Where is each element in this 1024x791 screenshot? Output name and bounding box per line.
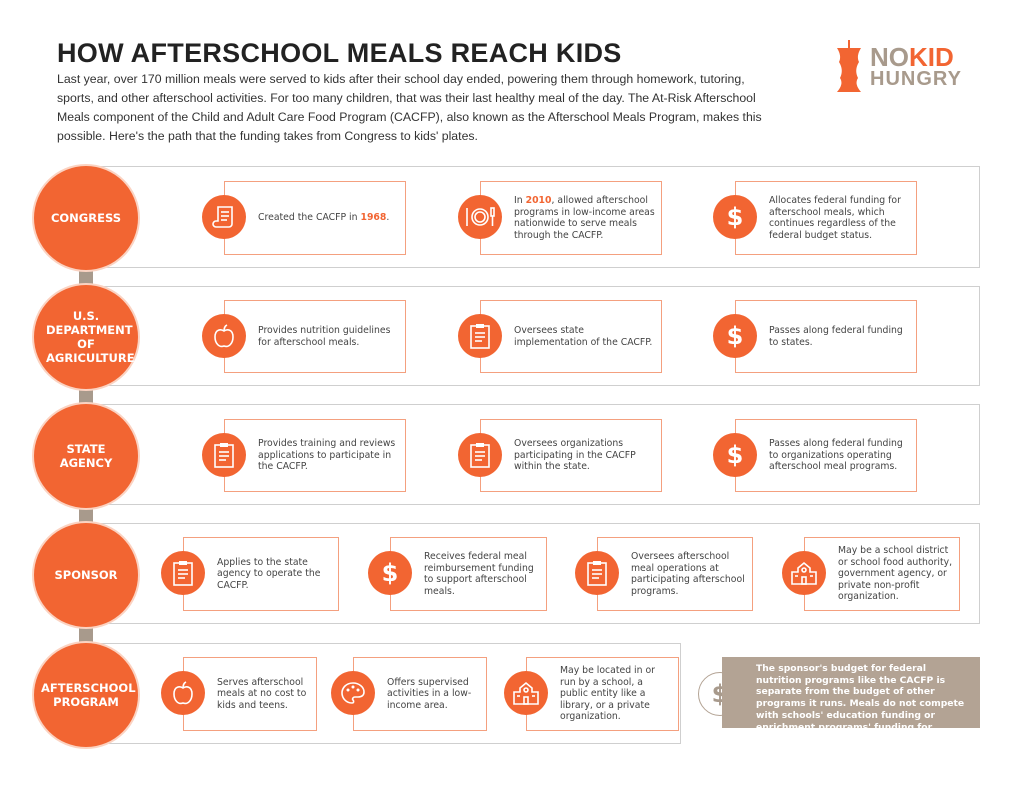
card-text: Offers supervised activities in a low-in…: [387, 658, 480, 730]
card-text: Provides nutrition guidelines for afters…: [258, 301, 399, 372]
card-text: Provides training and reviews applicatio…: [258, 420, 399, 491]
step-card: May be a school district or school food …: [804, 537, 960, 611]
card-text-part: Passes along federal funding to states.: [769, 325, 903, 348]
card-text-part: Created the CACFP in: [258, 212, 361, 224]
step-card: In 2010, allowed afterschool programs in…: [480, 181, 662, 255]
card-text: Allocates federal funding for afterschoo…: [769, 182, 910, 254]
card-text-part: .: [386, 212, 390, 224]
card-text-part: May be a school district or school food …: [838, 545, 953, 603]
card-text: Oversees state implementation of the CAC…: [514, 301, 655, 372]
stage-sponsor: SPONSOR: [34, 522, 138, 627]
dollar-icon: $: [713, 313, 757, 358]
dollar-icon: $: [368, 551, 412, 595]
card-text-part: Provides nutrition guidelines for afters…: [258, 325, 391, 348]
card-text-part: Receives federal meal reimbursement fund…: [424, 551, 534, 597]
page-title: HOW AFTERSCHOOL MEALS REACH KIDS: [57, 38, 622, 68]
clipboard-icon: [161, 551, 205, 595]
card-text: Receives federal meal reimbursement fund…: [424, 538, 540, 610]
stage-state-agency: STATE AGENCY: [34, 403, 138, 508]
plate-utensils-icon: [458, 195, 502, 239]
logo-line-1: NOKID: [870, 42, 954, 72]
card-highlight: 2010: [525, 195, 552, 206]
stage-congress: CONGRESS: [34, 166, 138, 270]
card-text: Applies to the state agency to operate t…: [217, 538, 332, 610]
clipboard-icon: [575, 551, 619, 595]
step-card: Oversees organizations participating in …: [480, 419, 662, 492]
step-card: Oversees afterschool meal operations at …: [597, 537, 753, 611]
card-text-part: Applies to the state agency to operate t…: [217, 556, 321, 591]
step-card: Receives federal meal reimbursement fund…: [390, 537, 547, 611]
scroll-icon: [202, 195, 246, 239]
clipboard-icon: [202, 432, 246, 477]
step-card: May be located in or run by a school, a …: [526, 657, 679, 731]
card-text: Serves afterschool meals at no cost to k…: [217, 658, 310, 730]
stage-afterschool-program: AFTERSCHOOL PROGRAM: [34, 642, 138, 747]
step-card: Oversees state implementation of the CAC…: [480, 300, 662, 373]
step-card: Created the CACFP in 1968.: [224, 181, 406, 255]
sponsor-budget-note: The sponsor's budget for federal nutriti…: [722, 657, 980, 744]
card-text: May be a school district or school food …: [838, 538, 953, 610]
card-text-part: In: [514, 195, 526, 206]
palette-icon: [331, 671, 375, 715]
card-text: Passes along federal funding to states.: [769, 301, 910, 372]
stage-u-s-department-of-agriculture: U.S. DEPARTMENT OF AGRICULTURE: [34, 285, 138, 389]
step-card: Provides nutrition guidelines for afters…: [224, 300, 406, 373]
dollar-icon: $: [713, 195, 757, 239]
card-text-part: Passes along federal funding to organiza…: [769, 438, 903, 473]
school-building-icon: [782, 551, 826, 595]
card-text-part: , allowed afterschool programs in low-in…: [514, 195, 655, 241]
school-building-icon: [504, 671, 548, 715]
card-text-part: Offers supervised activities in a low-in…: [387, 676, 472, 711]
stage-label: U.S. DEPARTMENT OF AGRICULTURE: [46, 309, 135, 365]
step-card: Allocates federal funding for afterschoo…: [735, 181, 917, 255]
card-text-part: Oversees state implementation of the CAC…: [514, 325, 653, 348]
card-text: Oversees afterschool meal operations at …: [631, 538, 746, 610]
card-text: Passes along federal funding to organiza…: [769, 420, 910, 491]
dollar-icon: $: [713, 432, 757, 477]
step-card: Offers supervised activities in a low-in…: [353, 657, 487, 731]
no-kid-hungry-logo: NOKID HUNGRY: [830, 40, 990, 96]
card-text-part: Oversees organizations participating in …: [514, 438, 636, 473]
card-text-part: Allocates federal funding for afterschoo…: [769, 195, 901, 241]
apple-icon: [161, 671, 205, 715]
clipboard-icon: [458, 432, 502, 477]
stage-label: AFTERSCHOOL PROGRAM: [41, 680, 136, 709]
card-highlight: 1968: [360, 212, 387, 224]
stage-label: STATE AGENCY: [59, 441, 113, 470]
step-card: Passes along federal funding to organiza…: [735, 419, 917, 492]
card-text-part: Provides training and reviews applicatio…: [258, 438, 396, 473]
card-text: May be located in or run by a school, a …: [560, 658, 672, 730]
stage-label: SPONSOR: [54, 567, 118, 582]
logo-line-2: HUNGRY: [870, 68, 962, 90]
step-card: Serves afterschool meals at no cost to k…: [183, 657, 317, 731]
apple-core-icon: [837, 40, 861, 92]
apple-icon: [202, 313, 246, 358]
stage-label: CONGRESS: [50, 211, 122, 225]
card-text: In 2010, allowed afterschool programs in…: [514, 182, 655, 254]
card-text-part: Oversees afterschool meal operations at …: [631, 551, 745, 597]
intro-paragraph: Last year, over 170 million meals were s…: [57, 72, 762, 143]
card-text-part: May be located in or run by a school, a …: [560, 665, 655, 723]
step-card: Provides training and reviews applicatio…: [224, 419, 406, 492]
card-text-part: Serves afterschool meals at no cost to k…: [217, 676, 307, 711]
card-text: Oversees organizations participating in …: [514, 420, 655, 491]
step-card: Passes along federal funding to states.: [735, 300, 917, 373]
note-text: The sponsor's budget for federal nutriti…: [756, 663, 965, 745]
clipboard-icon: [458, 313, 502, 358]
card-text: Created the CACFP in 1968.: [258, 182, 399, 254]
step-card: Applies to the state agency to operate t…: [183, 537, 339, 611]
